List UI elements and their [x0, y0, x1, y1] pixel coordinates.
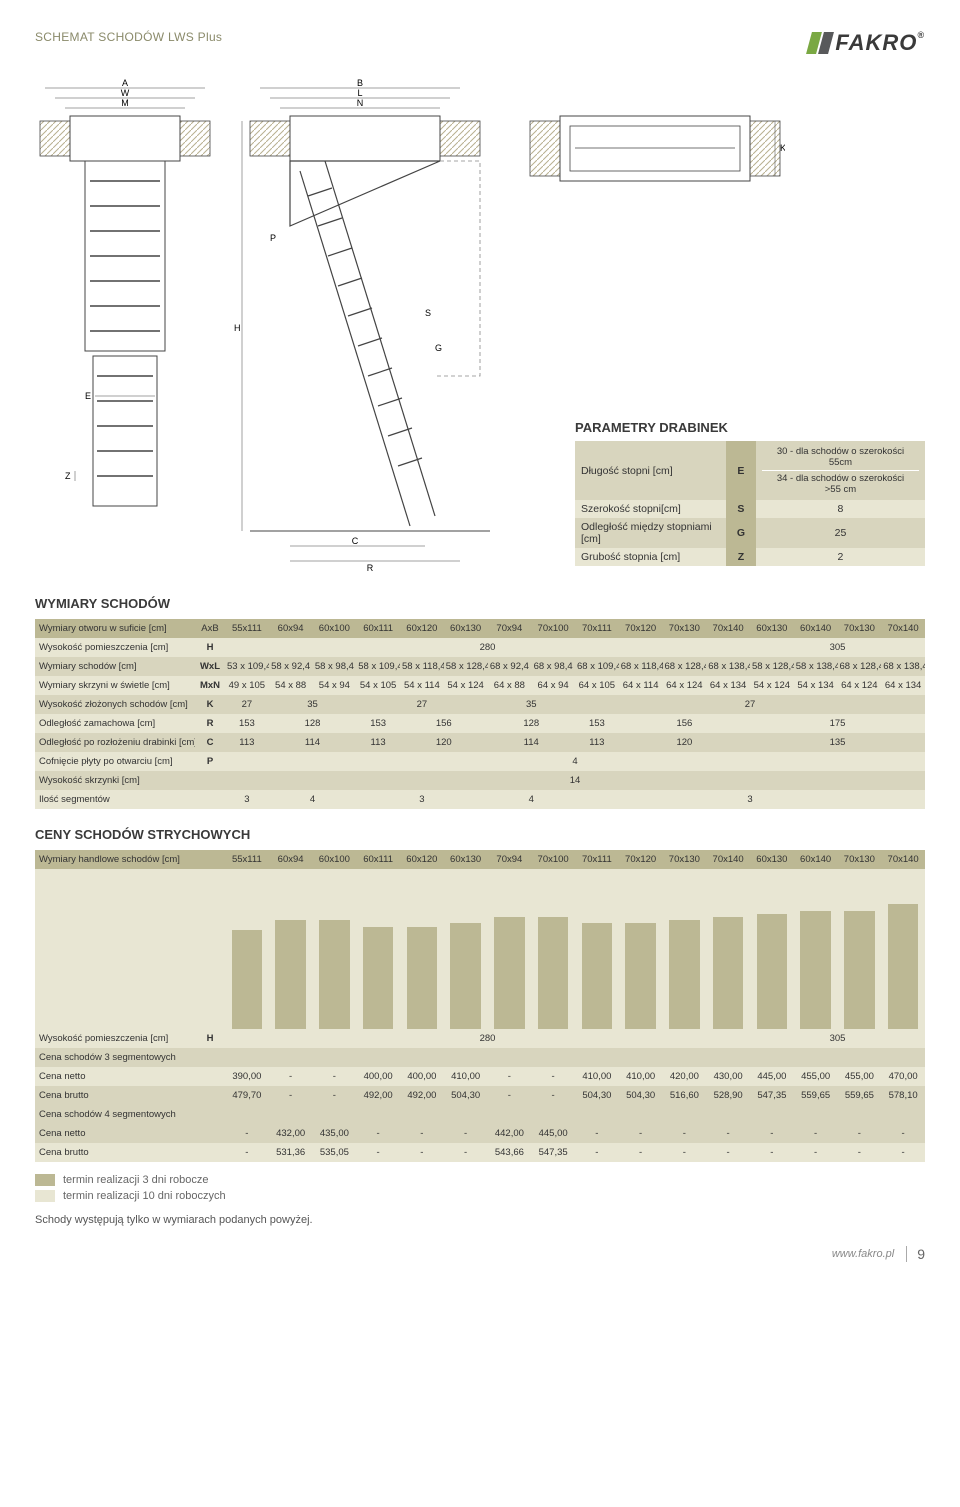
svg-text:S: S	[425, 308, 431, 318]
legend: termin realizacji 3 dni robocze termin r…	[35, 1174, 925, 1202]
parametry-drabinek: PARAMETRY DRABINEK Długość stopni [cm] E…	[575, 420, 925, 566]
svg-text:Z: Z	[65, 471, 71, 481]
svg-text:B: B	[357, 78, 363, 88]
parametry-title: PARAMETRY DRABINEK	[575, 420, 925, 435]
wymiary-table: Wymiary otworu w suficie [cm]AxB55x11160…	[35, 619, 925, 809]
price-bars	[35, 869, 925, 1029]
svg-text:W: W	[121, 88, 130, 98]
fakro-logo: FAKRO®	[809, 30, 925, 56]
svg-text:H: H	[234, 323, 241, 333]
footer-url: www.fakro.pl	[832, 1248, 894, 1260]
ceny-table: Wysokość pomieszczenia [cm]H280305Cena s…	[35, 1029, 925, 1162]
wymiary-title: WYMIARY SCHODÓW	[35, 596, 925, 611]
logo-text: FAKRO®	[835, 30, 925, 56]
technical-diagrams: A W M	[35, 76, 925, 576]
ceny-header-table: Wymiary handlowe schodów [cm]55x11160x94…	[35, 850, 925, 869]
svg-text:N: N	[357, 98, 364, 108]
svg-text:M: M	[121, 98, 129, 108]
diagram-front: A W M	[35, 76, 215, 576]
svg-text:R: R	[367, 563, 374, 573]
svg-text:A: A	[122, 78, 128, 88]
parametry-table: Długość stopni [cm] E 30 - dla schodów o…	[575, 441, 925, 566]
svg-text:C: C	[352, 536, 359, 546]
ceny-title: CENY SCHODÓW STRYCHOWYCH	[35, 827, 925, 842]
note: Schody występują tylko w wymiarach podan…	[35, 1214, 925, 1226]
svg-text:K: K	[780, 143, 785, 153]
svg-text:G: G	[435, 343, 442, 353]
svg-text:E: E	[85, 391, 91, 401]
page-title: SCHEMAT SCHODÓW LWS Plus	[35, 30, 222, 44]
legend-swatch-1	[35, 1174, 55, 1186]
svg-text:P: P	[270, 233, 276, 243]
svg-text:L: L	[357, 88, 362, 98]
diagram-side: B L N	[230, 76, 510, 576]
footer: www.fakro.pl 9	[35, 1246, 925, 1262]
page-number: 9	[906, 1246, 925, 1262]
legend-swatch-2	[35, 1190, 55, 1202]
